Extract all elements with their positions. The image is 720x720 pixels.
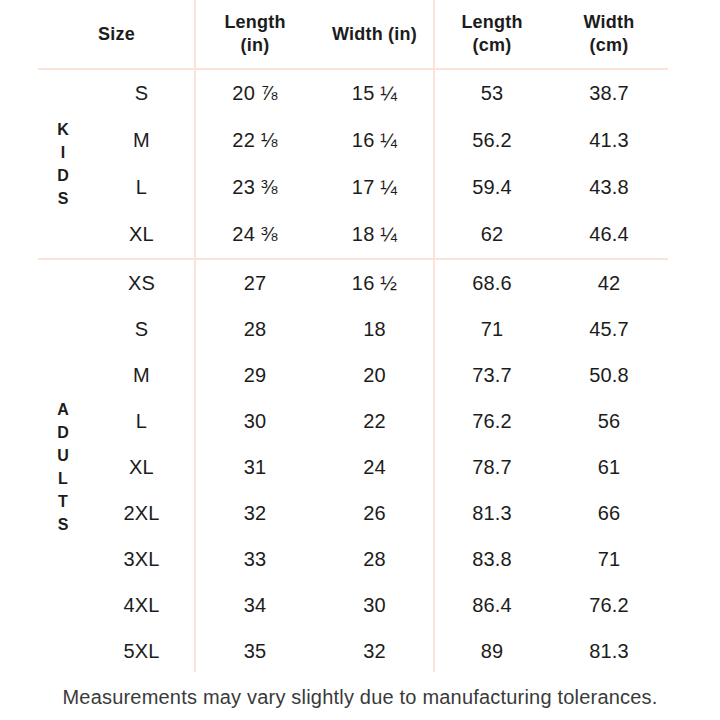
value-cell-length-cm: 83.8 xyxy=(434,536,550,582)
header-width-cm: Width (cm) xyxy=(550,11,668,57)
value-cell-width-in: 18 xyxy=(315,306,434,352)
size-cell: M xyxy=(88,117,195,164)
tolerance-note: Measurements may vary slightly due to ma… xyxy=(0,686,720,709)
group-label-letter: S xyxy=(58,187,69,210)
value-cell-width-cm: 45.7 xyxy=(550,306,668,352)
value-cell-width-cm: 66 xyxy=(550,490,668,536)
group-label-letter: T xyxy=(58,490,68,513)
value-cell-width-in: 18 ¼ xyxy=(315,211,434,258)
value-cell-length-in: 30 xyxy=(195,398,315,444)
table-body: KIDSS20 ⅞15 ¼5338.7M22 ⅛16 ¼56.241.3L23 … xyxy=(38,70,668,674)
value-cell-width-in: 24 xyxy=(315,444,434,490)
size-cell: 4XL xyxy=(88,582,195,628)
value-cell-length-cm: 81.3 xyxy=(434,490,550,536)
value-cell-width-cm: 46.4 xyxy=(550,211,668,258)
group-label-letter: K xyxy=(57,118,69,141)
value-cell-width-in: 16 ¼ xyxy=(315,117,434,164)
value-cell-width-in: 20 xyxy=(315,352,434,398)
value-cell-width-in: 30 xyxy=(315,582,434,628)
value-cell-width-in: 22 xyxy=(315,398,434,444)
value-cell-width-in: 15 ¼ xyxy=(315,70,434,117)
value-cell-length-in: 20 ⅞ xyxy=(195,70,315,117)
value-cell-length-in: 22 ⅛ xyxy=(195,117,315,164)
value-cell-width-in: 26 xyxy=(315,490,434,536)
value-cell-length-cm: 89 xyxy=(434,628,550,674)
value-cell-width-cm: 76.2 xyxy=(550,582,668,628)
size-cell: 5XL xyxy=(88,628,195,674)
value-cell-length-in: 35 xyxy=(195,628,315,674)
value-cell-length-cm: 56.2 xyxy=(434,117,550,164)
value-cell-width-cm: 38.7 xyxy=(550,70,668,117)
table-header: Size Length (in) Width (in) Length (cm) … xyxy=(38,0,668,70)
value-cell-length-in: 34 xyxy=(195,582,315,628)
group-label-kids: KIDS xyxy=(38,70,88,258)
group-section-kids: KIDSS20 ⅞15 ¼5338.7M22 ⅛16 ¼56.241.3L23 … xyxy=(38,70,668,258)
header-width-in: Width (in) xyxy=(315,23,434,46)
value-cell-width-in: 16 ½ xyxy=(315,260,434,306)
value-cell-width-cm: 81.3 xyxy=(550,628,668,674)
value-cell-width-in: 17 ¼ xyxy=(315,164,434,211)
group-label-letter: I xyxy=(61,141,65,164)
value-cell-width-cm: 61 xyxy=(550,444,668,490)
value-cell-length-cm: 86.4 xyxy=(434,582,550,628)
value-cell-length-cm: 59.4 xyxy=(434,164,550,211)
size-cell: L xyxy=(88,398,195,444)
value-cell-length-cm: 71 xyxy=(434,306,550,352)
value-cell-width-cm: 43.8 xyxy=(550,164,668,211)
value-cell-width-cm: 41.3 xyxy=(550,117,668,164)
value-cell-width-cm: 71 xyxy=(550,536,668,582)
header-length-in: Length (in) xyxy=(195,11,315,57)
value-cell-length-in: 31 xyxy=(195,444,315,490)
group-label-letter: S xyxy=(58,513,69,536)
size-cell: S xyxy=(88,306,195,352)
size-cell: 2XL xyxy=(88,490,195,536)
value-cell-length-in: 23 ⅜ xyxy=(195,164,315,211)
value-cell-width-in: 32 xyxy=(315,628,434,674)
group-label-adults: ADULTS xyxy=(38,260,88,674)
size-cell: M xyxy=(88,352,195,398)
value-cell-length-cm: 68.6 xyxy=(434,260,550,306)
value-cell-length-in: 33 xyxy=(195,536,315,582)
group-label-letter: D xyxy=(57,164,69,187)
value-cell-length-cm: 53 xyxy=(434,70,550,117)
size-cell: XL xyxy=(88,211,195,258)
column-divider-right xyxy=(433,0,435,672)
value-cell-length-in: 29 xyxy=(195,352,315,398)
value-cell-width-cm: 56 xyxy=(550,398,668,444)
size-cell: XS xyxy=(88,260,195,306)
size-cell: XL xyxy=(88,444,195,490)
value-cell-length-in: 28 xyxy=(195,306,315,352)
size-cell: S xyxy=(88,70,195,117)
value-cell-length-in: 32 xyxy=(195,490,315,536)
group-label-letter: U xyxy=(57,444,69,467)
column-divider-left xyxy=(194,0,196,672)
group-label-letter: A xyxy=(57,398,69,421)
size-chart-page: Size Length (in) Width (in) Length (cm) … xyxy=(0,0,720,720)
header-size: Size xyxy=(38,23,195,46)
value-cell-width-cm: 42 xyxy=(550,260,668,306)
group-section-adults: ADULTSXS2716 ½68.642S28187145.7M292073.7… xyxy=(38,258,668,674)
size-cell: 3XL xyxy=(88,536,195,582)
value-cell-length-in: 27 xyxy=(195,260,315,306)
value-cell-length-cm: 62 xyxy=(434,211,550,258)
header-length-cm: Length (cm) xyxy=(434,11,550,57)
value-cell-length-cm: 76.2 xyxy=(434,398,550,444)
value-cell-width-in: 28 xyxy=(315,536,434,582)
value-cell-length-in: 24 ⅜ xyxy=(195,211,315,258)
value-cell-width-cm: 50.8 xyxy=(550,352,668,398)
group-label-letter: L xyxy=(58,467,68,490)
size-cell: L xyxy=(88,164,195,211)
value-cell-length-cm: 78.7 xyxy=(434,444,550,490)
size-chart-table: Size Length (in) Width (in) Length (cm) … xyxy=(38,0,668,674)
value-cell-length-cm: 73.7 xyxy=(434,352,550,398)
group-label-letter: D xyxy=(57,421,69,444)
